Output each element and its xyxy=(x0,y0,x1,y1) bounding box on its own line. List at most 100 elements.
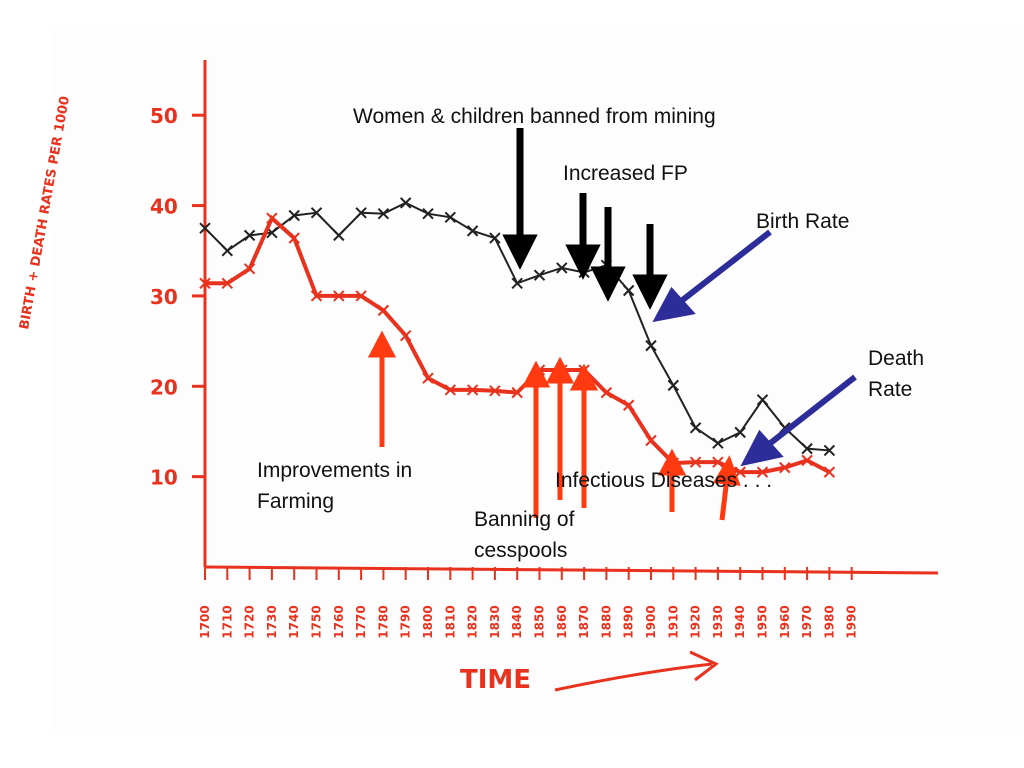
annotation: Women & children banned from mining xyxy=(353,105,716,128)
x-axis-label: TIME xyxy=(460,665,531,695)
x-tick-label: 1810 xyxy=(443,605,457,638)
x-tick-label: 1860 xyxy=(555,605,569,638)
annotation: Improvements in xyxy=(257,459,412,482)
point-marker xyxy=(489,232,501,244)
point-marker xyxy=(466,384,479,396)
point-marker xyxy=(712,437,724,449)
x-tick-label: 1910 xyxy=(666,605,680,638)
x-tick-label: 1800 xyxy=(421,605,435,638)
annotation: Farming xyxy=(257,490,334,513)
x-tick-label: 1840 xyxy=(510,605,524,638)
point-marker xyxy=(556,262,568,274)
x-tick-label: 1700 xyxy=(198,605,212,638)
y-tick-label: 10 xyxy=(150,466,178,490)
annotation: Increased FP xyxy=(563,162,688,185)
point-marker xyxy=(466,225,479,237)
point-marker xyxy=(779,461,791,474)
point-marker xyxy=(288,232,300,244)
point-marker xyxy=(221,245,234,257)
point-marker xyxy=(801,442,813,455)
x-tick-label: 1990 xyxy=(845,605,859,638)
point-marker xyxy=(355,207,367,219)
x-tick-label: 1980 xyxy=(822,605,836,638)
point-marker xyxy=(333,290,345,302)
x-tick-label: 1790 xyxy=(399,605,413,638)
y-tick-label: 50 xyxy=(150,104,178,128)
point-marker xyxy=(801,454,813,467)
point-marker xyxy=(243,263,256,275)
point-marker xyxy=(355,290,367,302)
x-tick-label: 1730 xyxy=(265,605,279,638)
annotation: Infectious Diseases . . . xyxy=(555,469,772,492)
point-marker xyxy=(422,207,434,220)
point-marker xyxy=(310,207,323,219)
point-marker xyxy=(444,384,457,396)
point-marker xyxy=(622,284,635,297)
annotation: Birth Rate xyxy=(756,210,849,233)
annotation-arrows xyxy=(367,128,857,521)
y-tick-label: 30 xyxy=(150,285,178,309)
x-tick-label: 1940 xyxy=(733,605,747,638)
annotation: cesspools xyxy=(474,539,567,562)
x-tick-label: 1920 xyxy=(689,605,703,638)
x-tick-label: 1720 xyxy=(243,605,257,638)
x-tick-label: 1740 xyxy=(287,605,301,638)
x-tick-label: 1930 xyxy=(711,605,725,638)
point-marker xyxy=(377,304,390,317)
plot: 10 20 30 40 50 1700 1710 1720 1730 1740 1750 1760 17… xyxy=(150,104,859,638)
x-tick-label: 1820 xyxy=(466,605,480,638)
annotation: Banning of xyxy=(474,508,575,531)
point-marker xyxy=(823,444,836,457)
point-marker xyxy=(756,394,769,406)
x-tick-label: 1890 xyxy=(622,605,636,638)
point-marker xyxy=(310,290,323,302)
point-marker xyxy=(712,456,724,468)
point-marker xyxy=(511,386,523,399)
point-marker xyxy=(645,434,657,447)
point-marker xyxy=(667,379,680,392)
point-marker xyxy=(444,211,457,224)
annotation: Rate xyxy=(868,378,912,401)
point-marker xyxy=(823,466,836,478)
x-axis xyxy=(204,565,939,575)
point-marker xyxy=(422,372,434,384)
point-marker xyxy=(288,209,300,222)
point-marker xyxy=(377,207,390,220)
x-tick-label: 1870 xyxy=(577,605,591,638)
point-marker xyxy=(489,385,501,397)
time-arrow xyxy=(554,650,719,692)
point-marker xyxy=(689,422,702,434)
point-marker xyxy=(399,197,412,209)
x-tick-label: 1950 xyxy=(756,605,770,638)
point-marker xyxy=(511,277,523,289)
x-tick-label: 1830 xyxy=(488,605,502,638)
annotation: Death xyxy=(868,347,924,370)
point-marker xyxy=(689,456,702,468)
x-tick-label: 1960 xyxy=(778,605,792,638)
point-marker xyxy=(645,339,657,352)
point-marker xyxy=(533,269,546,281)
point-marker xyxy=(266,212,278,224)
x-tick-label: 1780 xyxy=(376,605,390,638)
x-tick-label: 1770 xyxy=(354,605,368,638)
point-marker xyxy=(399,329,412,342)
x-tick-label: 1760 xyxy=(332,605,346,638)
point-marker xyxy=(199,222,211,234)
point-marker xyxy=(600,386,613,399)
point-marker xyxy=(756,466,769,478)
x-tick-label: 1900 xyxy=(644,605,658,638)
x-tick-label: 1750 xyxy=(310,605,324,638)
y-tick-label: 40 xyxy=(150,195,178,219)
point-marker xyxy=(243,229,256,242)
point-marker xyxy=(333,229,345,242)
y-tick-label: 20 xyxy=(150,375,178,399)
x-tick-label: 1710 xyxy=(220,605,234,638)
point-marker xyxy=(622,399,635,411)
point-marker xyxy=(199,277,211,289)
x-tick-label: 1970 xyxy=(800,605,814,638)
x-tick-label: 1850 xyxy=(533,605,547,638)
point-marker xyxy=(221,277,234,289)
x-tick-label: 1880 xyxy=(599,605,613,638)
point-marker xyxy=(734,426,746,439)
